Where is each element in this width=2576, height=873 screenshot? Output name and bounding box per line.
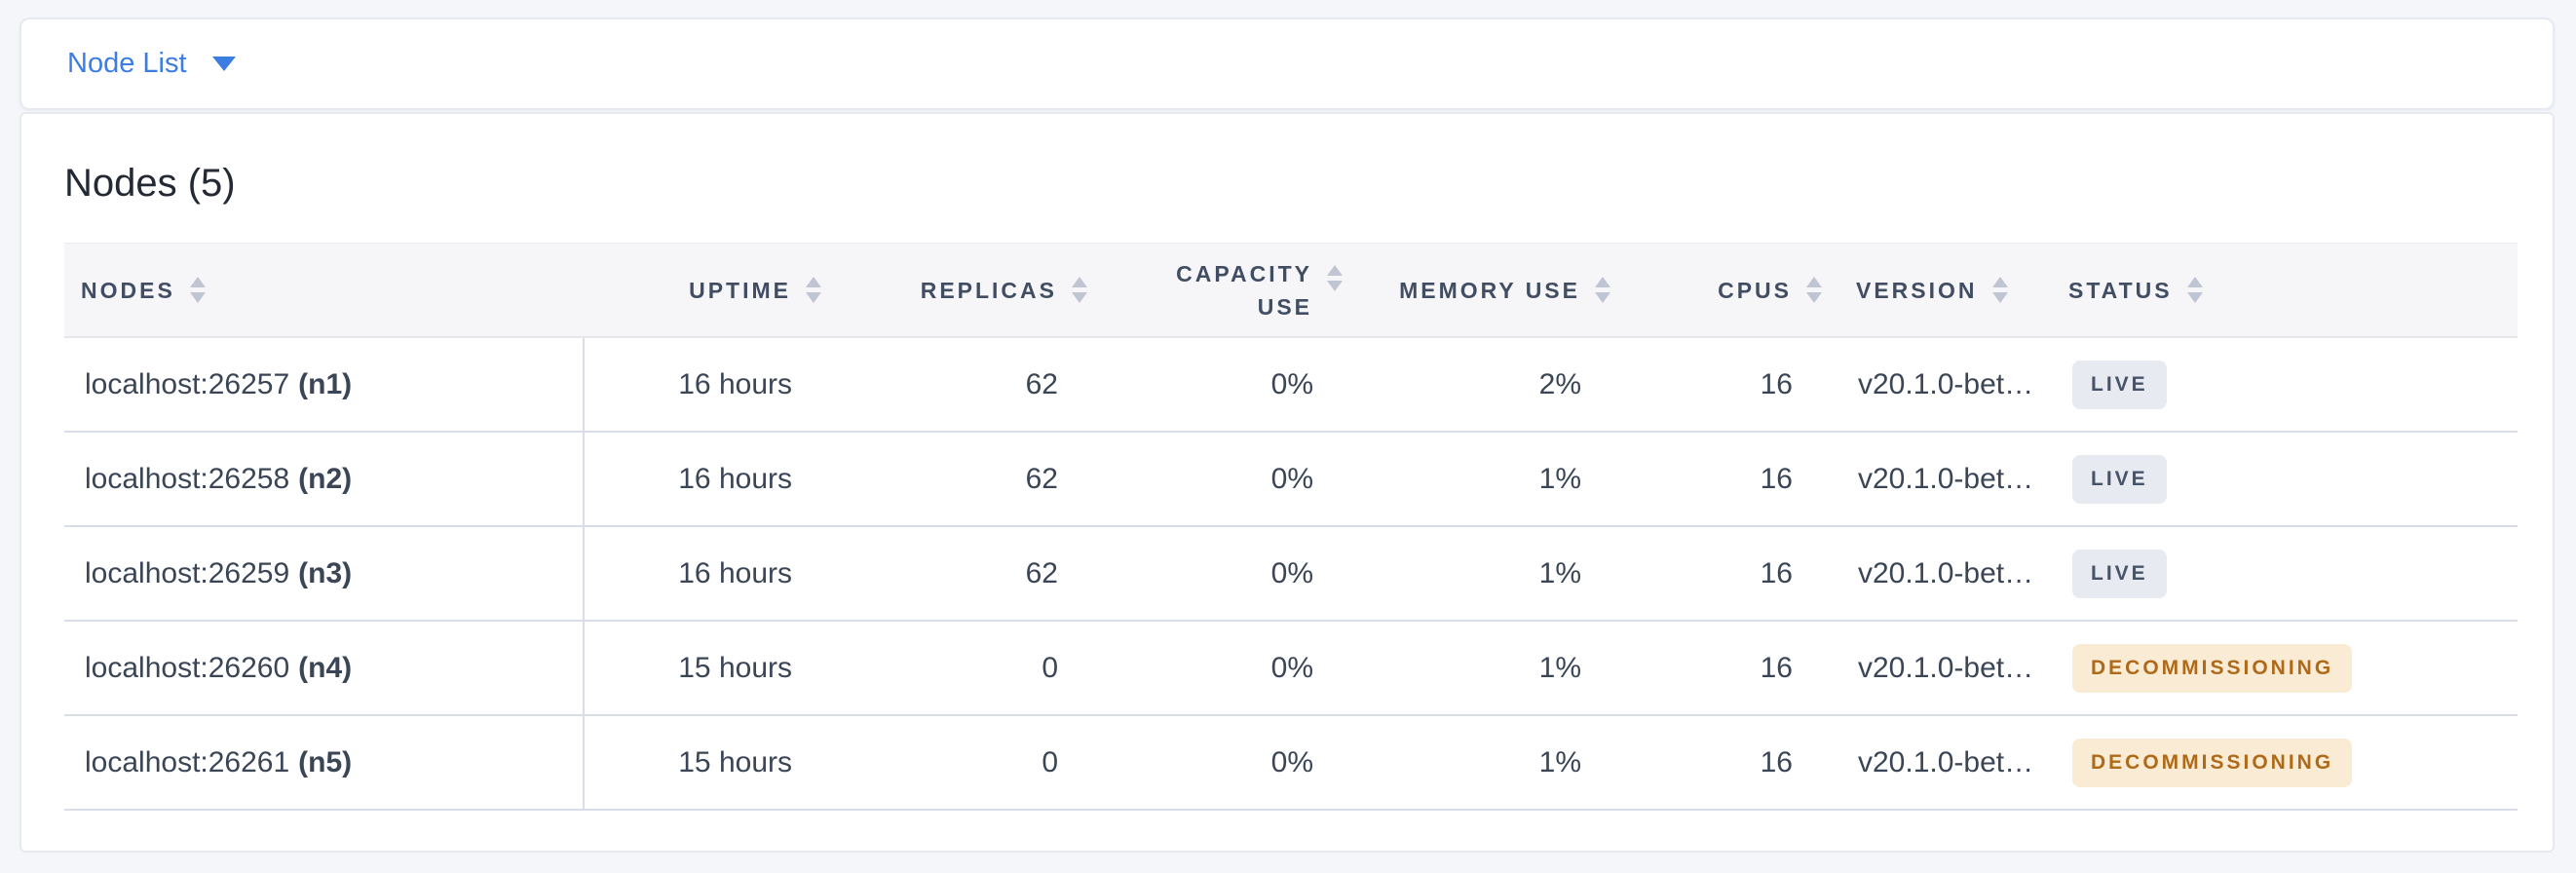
view-selector-bar: Node List [19, 18, 2555, 110]
column-header-cpus[interactable]: CPUS [1614, 244, 1826, 336]
nodes-table: NODES UPTIME REPLICAS CAPACITY USE MEMOR… [64, 243, 2518, 811]
sort-icon [2183, 277, 2207, 303]
cell-uptime: 15 hours [678, 651, 792, 684]
status-badge: LIVE [2072, 360, 2167, 409]
table-row[interactable]: localhost:26261 (n5) 15 hours 0 0% 1% 16… [64, 716, 2518, 811]
node-view-dropdown-label: Node List [67, 48, 187, 79]
table-row[interactable]: localhost:26260 (n4) 15 hours 0 0% 1% 16… [64, 622, 2518, 716]
column-header-status[interactable]: STATUS [2065, 244, 2518, 336]
table-body: localhost:26257 (n1) 16 hours 62 0% 2% 1… [64, 338, 2518, 811]
cell-cpus: 16 [1760, 745, 1793, 778]
cell-status: LIVE [2065, 338, 2518, 431]
cell-capacity-use: 0% [1270, 556, 1313, 589]
cell-uptime: 15 hours [678, 745, 792, 778]
cell-version: v20.1.0-bet… [1858, 651, 2034, 684]
status-badge: DECOMMISSIONING [2072, 738, 2353, 787]
node-id: (n4) [298, 651, 353, 684]
node-address: localhost:26257 [85, 367, 290, 400]
cell-replicas: 0 [1042, 651, 1058, 684]
sort-icon [1068, 277, 1091, 303]
cell-status: LIVE [2065, 433, 2518, 525]
sort-icon [1989, 277, 2012, 303]
table-row[interactable]: localhost:26257 (n1) 16 hours 62 0% 2% 1… [64, 338, 2518, 433]
cell-status: LIVE [2065, 527, 2518, 620]
column-header-uptime[interactable]: UPTIME [584, 244, 825, 336]
cell-uptime: 16 hours [678, 556, 792, 589]
cell-capacity-use: 0% [1270, 462, 1313, 495]
column-header-nodes[interactable]: NODES [64, 244, 584, 336]
sort-icon [1323, 265, 1346, 291]
cell-replicas: 62 [1025, 556, 1058, 589]
node-view-dropdown[interactable]: Node List [67, 50, 236, 78]
cell-memory-use: 1% [1538, 745, 1581, 778]
cell-nodes: localhost:26258 (n2) [64, 433, 584, 525]
cell-cpus: 16 [1760, 462, 1793, 495]
cell-memory-use: 2% [1538, 367, 1581, 400]
cell-version: v20.1.0-bet… [1858, 462, 2034, 495]
cell-memory-use: 1% [1538, 651, 1581, 684]
column-header-version[interactable]: VERSION [1826, 244, 2065, 336]
node-address: localhost:26258 [85, 462, 290, 495]
cell-nodes: localhost:26260 (n4) [64, 622, 584, 714]
sort-icon [186, 277, 209, 303]
sort-icon [1802, 277, 1826, 303]
sort-icon [802, 277, 825, 303]
node-address: localhost:26260 [85, 651, 290, 684]
cell-replicas: 0 [1042, 745, 1058, 778]
cell-nodes: localhost:26261 (n5) [64, 716, 584, 809]
nodes-overview-card: Nodes (5) NODES UPTIME REPLICAS CAPACITY… [19, 112, 2555, 853]
node-address: localhost:26261 [85, 745, 290, 778]
cell-nodes: localhost:26259 (n3) [64, 527, 584, 620]
cell-memory-use: 1% [1538, 556, 1581, 589]
cell-uptime: 16 hours [678, 367, 792, 400]
chevron-down-icon [211, 57, 236, 71]
cell-capacity-use: 0% [1270, 651, 1313, 684]
table-row[interactable]: localhost:26259 (n3) 16 hours 62 0% 1% 1… [64, 527, 2518, 622]
cell-capacity-use: 0% [1270, 745, 1313, 778]
node-id: (n2) [298, 462, 353, 495]
cell-capacity-use: 0% [1270, 367, 1313, 400]
cell-memory-use: 1% [1538, 462, 1581, 495]
node-id: (n3) [298, 556, 353, 589]
table-row[interactable]: localhost:26258 (n2) 16 hours 62 0% 1% 1… [64, 433, 2518, 527]
column-header-memory-use[interactable]: MEMORY USE [1346, 244, 1614, 336]
cell-nodes: localhost:26257 (n1) [64, 338, 584, 431]
table-header-row: NODES UPTIME REPLICAS CAPACITY USE MEMOR… [64, 243, 2518, 338]
node-id: (n1) [298, 367, 353, 400]
status-badge: LIVE [2072, 549, 2167, 598]
cell-cpus: 16 [1760, 556, 1793, 589]
node-id: (n5) [298, 745, 353, 778]
status-badge: LIVE [2072, 454, 2167, 504]
column-header-replicas[interactable]: REPLICAS [825, 244, 1091, 336]
nodes-count-title: Nodes (5) [64, 162, 236, 205]
column-header-capacity-use[interactable]: CAPACITY USE [1091, 244, 1346, 336]
cell-cpus: 16 [1760, 651, 1793, 684]
cell-version: v20.1.0-bet… [1858, 367, 2034, 400]
cell-version: v20.1.0-bet… [1858, 745, 2034, 778]
status-badge: DECOMMISSIONING [2072, 643, 2353, 693]
node-address: localhost:26259 [85, 556, 290, 589]
nodes-column-divider [583, 338, 585, 811]
cell-replicas: 62 [1025, 462, 1058, 495]
cell-status: DECOMMISSIONING [2065, 622, 2518, 714]
cell-cpus: 16 [1760, 367, 1793, 400]
sort-icon [1591, 277, 1614, 303]
cell-replicas: 62 [1025, 367, 1058, 400]
cell-uptime: 16 hours [678, 462, 792, 495]
cell-status: DECOMMISSIONING [2065, 716, 2518, 809]
cell-version: v20.1.0-bet… [1858, 556, 2034, 589]
